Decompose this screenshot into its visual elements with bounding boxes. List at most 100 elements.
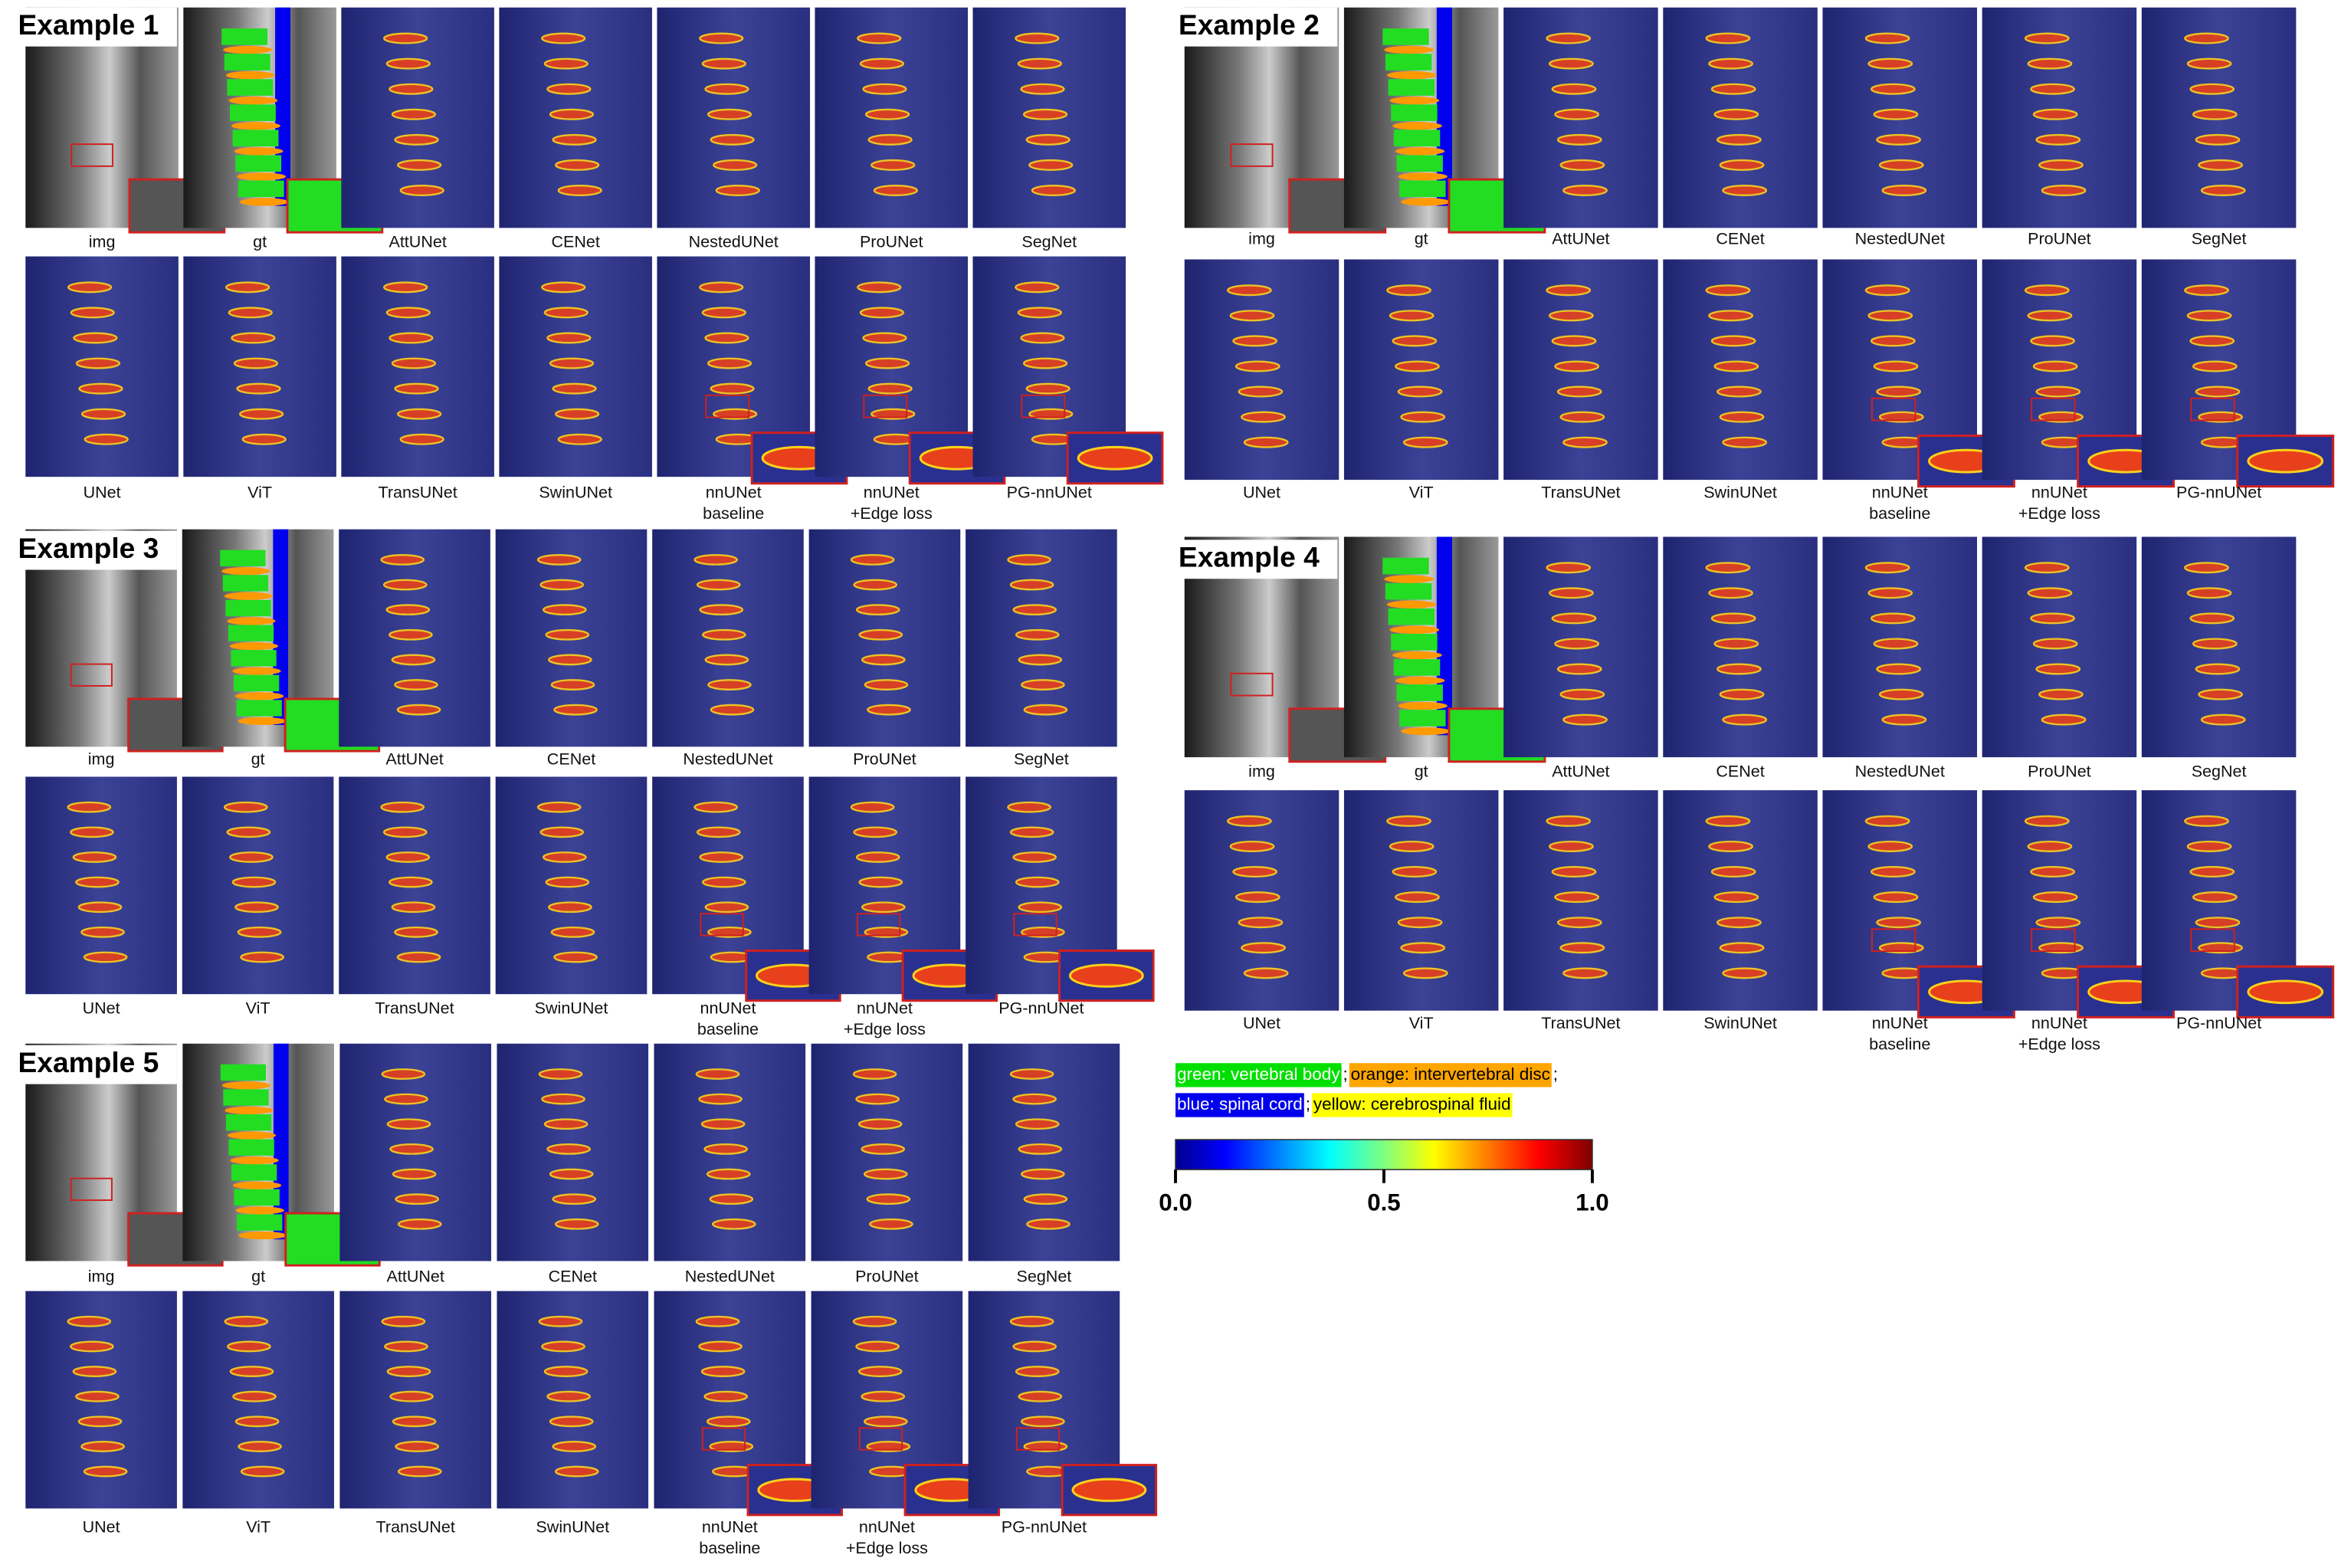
panel	[495, 776, 648, 995]
disc	[221, 1081, 271, 1090]
seg	[1226, 284, 1272, 297]
panel-label: nnUNet	[706, 483, 762, 501]
seg	[397, 1465, 442, 1478]
panel	[1503, 790, 1658, 1011]
seg	[873, 185, 918, 197]
panel	[182, 1291, 334, 1509]
panel-label: NestedUNet	[689, 233, 779, 251]
disc	[229, 641, 279, 651]
seg	[1031, 185, 1076, 197]
panel-label: SegNet	[2192, 762, 2247, 780]
seg	[871, 159, 916, 171]
panel	[966, 529, 1117, 747]
seg	[1009, 826, 1054, 838]
panel	[2141, 790, 2335, 1019]
panel-label: nnUNet	[1872, 483, 1928, 501]
seg	[241, 433, 287, 445]
seg	[864, 108, 910, 120]
seg	[1018, 901, 1063, 914]
seg	[228, 307, 273, 319]
seg	[859, 57, 904, 70]
seg	[1402, 967, 1448, 979]
panel	[183, 256, 336, 477]
seg	[704, 901, 749, 914]
seg	[392, 1415, 437, 1428]
panel-label: img	[1248, 762, 1275, 780]
seg	[2027, 840, 2073, 852]
seg	[83, 1465, 128, 1478]
seg	[1556, 133, 1602, 146]
seg	[75, 876, 120, 888]
panel	[495, 529, 648, 747]
seg	[232, 1390, 277, 1402]
seg	[1870, 83, 1916, 95]
disc	[230, 1156, 279, 1165]
seg	[2198, 411, 2243, 423]
disc	[1386, 71, 1437, 80]
seg	[552, 1193, 597, 1206]
panel	[2141, 7, 2297, 228]
seg	[381, 1315, 426, 1327]
seg	[233, 357, 279, 369]
seg	[1719, 688, 1765, 700]
seg	[1226, 815, 1272, 827]
panel	[1663, 536, 1818, 758]
vertebra	[231, 1164, 277, 1181]
disc	[1389, 96, 1440, 105]
disc	[225, 1106, 274, 1114]
seg	[1243, 436, 1289, 448]
seg	[1710, 83, 1756, 95]
seg	[2195, 133, 2241, 146]
panel-label: UNet	[1243, 1014, 1280, 1032]
seg	[394, 679, 438, 691]
seg	[229, 851, 274, 863]
panel-label: SwinUNet	[539, 483, 612, 501]
vertebra	[229, 104, 276, 121]
seg	[1395, 360, 1440, 372]
seg	[546, 83, 592, 95]
colorbar-tick-label: 1.0	[1576, 1189, 1609, 1215]
zoom-box	[1013, 913, 1057, 937]
seg	[541, 32, 586, 44]
seg	[869, 1218, 913, 1230]
colorbar	[1175, 1139, 1593, 1170]
seg	[1007, 801, 1051, 813]
seg	[1021, 926, 1065, 938]
panel-label: ProUNet	[2028, 762, 2091, 780]
seg	[864, 926, 909, 938]
zoom-box	[705, 394, 750, 418]
seg	[2030, 612, 2075, 625]
seg	[855, 1093, 900, 1105]
seg	[536, 553, 582, 566]
seg	[1232, 866, 1278, 878]
colorbar-tick-label: 0.5	[1367, 1189, 1401, 1215]
disc	[235, 1206, 284, 1215]
panel-label: NestedUNet	[1855, 230, 1945, 248]
seg	[542, 851, 587, 863]
seg	[2032, 638, 2078, 650]
disc	[238, 717, 287, 726]
seg	[385, 604, 431, 616]
vertebra	[222, 575, 269, 592]
seg	[397, 408, 442, 420]
seg	[1864, 815, 1910, 827]
title-bg	[1176, 540, 1338, 579]
seg	[1023, 1441, 1068, 1452]
seg	[1402, 436, 1448, 448]
seg	[553, 704, 598, 716]
seg	[1386, 284, 1431, 297]
vertebra	[1393, 130, 1441, 146]
zoom-seg	[2247, 448, 2324, 474]
zoom-box	[858, 1427, 903, 1451]
seg	[1713, 360, 1759, 372]
seg	[392, 1168, 437, 1180]
seg	[2035, 385, 2081, 398]
panel-label: baseline	[1869, 1035, 1930, 1053]
seg	[389, 1390, 434, 1402]
seg	[2189, 335, 2235, 347]
seg	[1020, 332, 1065, 344]
vertebra	[1399, 180, 1446, 198]
seg	[1026, 1218, 1071, 1230]
disc	[238, 1231, 287, 1240]
